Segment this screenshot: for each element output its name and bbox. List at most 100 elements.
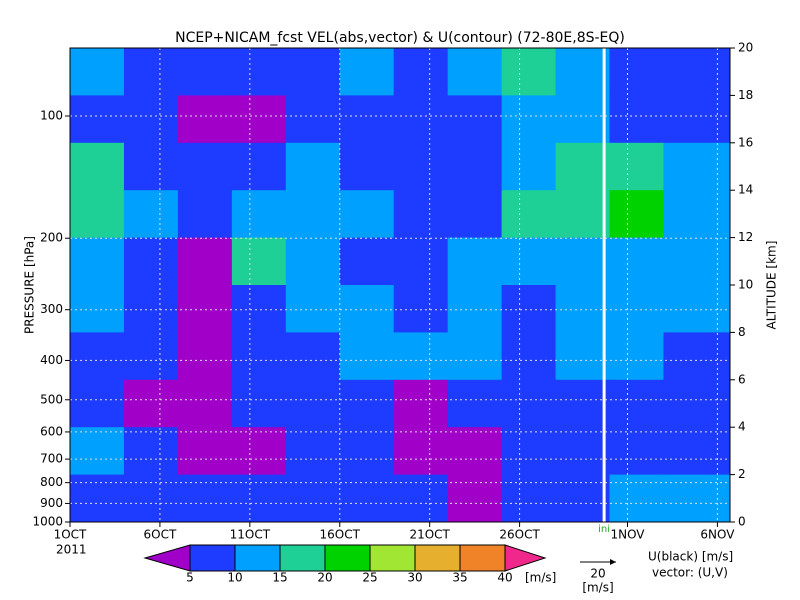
y-tick-label: 200 (40, 231, 63, 245)
speed-cell (231, 474, 287, 523)
vector-key-head (610, 559, 616, 565)
speed-cell (609, 332, 664, 381)
speed-cell (123, 285, 179, 333)
speed-cell (663, 95, 731, 144)
speed-cell (70, 379, 125, 428)
speed-cell (663, 142, 731, 191)
y2-tick-label: 10 (738, 278, 753, 292)
speed-cell (123, 332, 179, 381)
speed-cell (447, 237, 503, 286)
colorbar-triangle (143, 544, 191, 572)
speed-cell (177, 474, 233, 523)
vector-key-unit: [m/s] (582, 581, 613, 595)
speed-cell (123, 95, 179, 144)
speed-cell (393, 95, 449, 144)
speed-cell (177, 48, 233, 96)
colorbar-box (189, 544, 236, 572)
y2-tick-label: 12 (738, 230, 753, 244)
y-tick-label: 300 (40, 302, 63, 316)
chart-title: NCEP+NICAM_fcst VEL(abs,vector) & U(cont… (175, 30, 625, 46)
y2-tick-label: 16 (738, 135, 753, 149)
speed-cell (447, 427, 503, 476)
speed-cell (447, 95, 503, 144)
speed-cell (177, 190, 233, 239)
colorbar-triangle (504, 544, 547, 572)
speed-cell (285, 48, 341, 96)
speed-cell (393, 285, 449, 333)
speed-cell (70, 474, 125, 523)
speed-cell (501, 379, 557, 428)
speed-cell (123, 474, 179, 523)
colorbar-label: 20 (317, 571, 332, 585)
y2-tick-label: 20 (738, 41, 753, 55)
y2-tick-label: 8 (738, 325, 746, 339)
speed-cell (501, 285, 557, 333)
speed-cell (555, 95, 611, 144)
speed-cell (501, 48, 557, 96)
colorbar-label: 15 (272, 571, 287, 585)
speed-cell (555, 285, 611, 333)
speed-cell (339, 474, 395, 523)
speed-cell (285, 474, 341, 523)
speed-cell (339, 95, 395, 144)
colorbar-box (414, 544, 461, 572)
y-tick-label: 400 (40, 353, 63, 367)
legend-text: U(black) [m/s] (648, 550, 733, 564)
y2-tick-label: 14 (738, 183, 753, 197)
speed-cell (609, 142, 664, 191)
speed-cell (285, 332, 341, 381)
speed-cell (70, 142, 125, 191)
speed-cell (555, 427, 611, 476)
colorbar-box (369, 544, 416, 572)
speed-cell (231, 95, 287, 144)
y-tick-label: 800 (40, 475, 63, 489)
speed-cell (123, 427, 179, 476)
speed-cell (70, 285, 125, 333)
speed-cell (393, 190, 449, 239)
speed-cell (555, 332, 611, 381)
speed-cell (555, 474, 611, 523)
y2-tick-label: 0 (738, 515, 746, 529)
x-tick-label: 26OCT (499, 528, 540, 542)
speed-cell (447, 48, 503, 96)
speed-cell (447, 142, 503, 191)
speed-cell (339, 427, 395, 476)
speed-cell (231, 379, 287, 428)
speed-cell (285, 379, 341, 428)
speed-cell (339, 142, 395, 191)
speed-cell (339, 237, 395, 286)
speed-cell (177, 95, 233, 144)
colorbar-label: 40 (497, 571, 512, 585)
speed-cell (447, 332, 503, 381)
speed-cell (609, 427, 664, 476)
speed-cell (555, 142, 611, 191)
speed-cell (663, 474, 731, 523)
x-tick-label: 1OCT (54, 528, 87, 542)
speed-cell (447, 285, 503, 333)
colorbar-unit: [m/s] (525, 571, 556, 585)
y-tick-label: 1000 (32, 515, 63, 529)
x-tick-label: 16OCT (320, 528, 361, 542)
x-tick-label: 6NOV (700, 528, 735, 542)
speed-cell (555, 379, 611, 428)
speed-cell (123, 48, 179, 96)
speed-cell (501, 427, 557, 476)
colorbar-label: 35 (452, 571, 467, 585)
colorbar-box (234, 544, 281, 572)
speed-cell (555, 48, 611, 96)
y2-axis-label: ALTITUDE [km] (765, 241, 779, 330)
x-tick-label: 21OCT (409, 528, 450, 542)
colorbar-box (459, 544, 506, 572)
speed-cell (231, 332, 287, 381)
speed-cell (501, 237, 557, 286)
colorbar-label: 25 (362, 571, 377, 585)
speed-cell (501, 142, 557, 191)
speed-cell (177, 142, 233, 191)
colorbar-label: 30 (407, 571, 422, 585)
speed-cell (447, 190, 503, 239)
speed-cell (663, 285, 731, 333)
speed-cell (555, 237, 611, 286)
speed-cell (339, 332, 395, 381)
speed-cell (663, 237, 731, 286)
speed-cell (663, 332, 731, 381)
